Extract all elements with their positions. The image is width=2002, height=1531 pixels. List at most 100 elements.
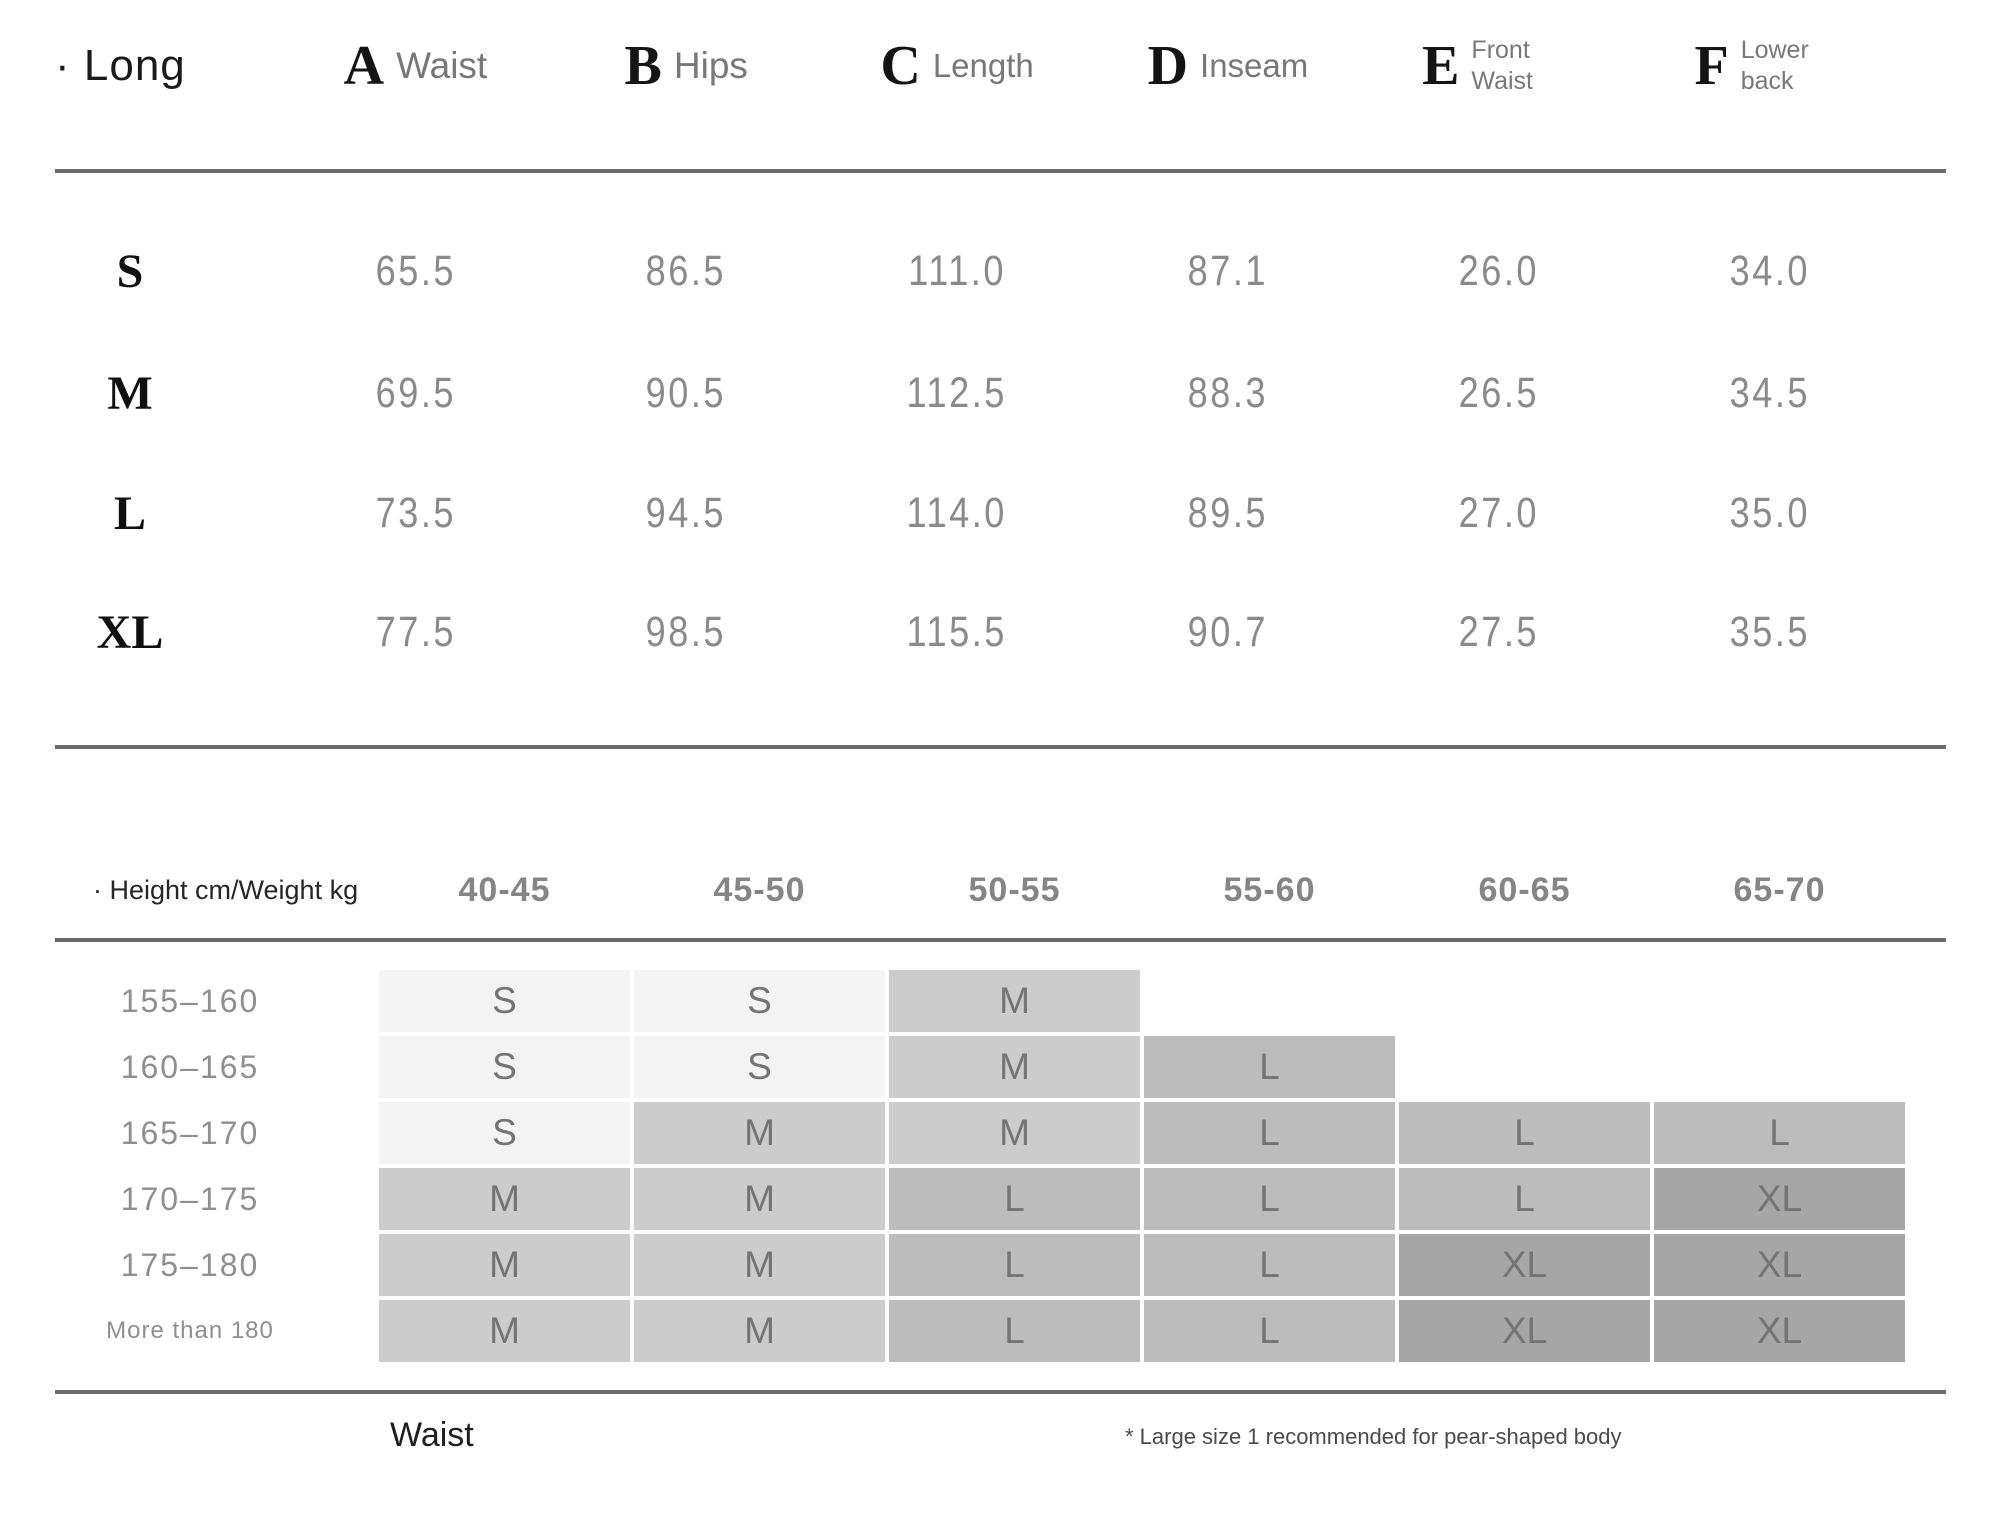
matrix-cell: M [634, 1234, 885, 1296]
matrix-cell: S [634, 970, 885, 1032]
measure-value: 98.5 [646, 607, 727, 656]
matrix-cell: M [634, 1168, 885, 1230]
measure-value: 27.5 [1458, 607, 1539, 656]
measure-value: 69.5 [375, 368, 456, 417]
matrix-cell: S [379, 1036, 630, 1098]
matrix-cell [1399, 1036, 1650, 1098]
weight-range-header: 50-55 [968, 870, 1061, 909]
matrix-cell [1654, 970, 1905, 1032]
matrix-row: 175–180 M M L L XL XL [55, 1234, 1905, 1296]
matrix-cell: M [889, 1036, 1140, 1098]
matrix-cell: L [1399, 1168, 1650, 1230]
height-range-label: 155–160 [120, 982, 260, 1019]
measure-value: 90.5 [646, 368, 727, 417]
matrix-cell: L [1144, 1300, 1395, 1362]
measure-value: 111.0 [908, 246, 1006, 295]
matrix-cell: L [889, 1300, 1140, 1362]
dimension-label-hips: Hips [673, 45, 748, 86]
height-range-label: 165–170 [120, 1114, 260, 1151]
measure-value: 26.0 [1458, 246, 1539, 295]
matrix-cell: S [634, 1036, 885, 1098]
weight-range-header: 65-70 [1733, 870, 1826, 909]
matrix-cell: L [1399, 1102, 1650, 1164]
matrix-cell: M [889, 970, 1140, 1032]
measure-value: 35.5 [1729, 607, 1810, 656]
measure-value: 34.5 [1729, 368, 1810, 417]
matrix-cell: M [379, 1300, 630, 1362]
column-header-waist: A Waist [280, 38, 551, 94]
matrix-cell: S [379, 1102, 630, 1164]
column-header-length: C Length [822, 38, 1093, 94]
dimension-label-inseam: Inseam [1200, 47, 1309, 84]
measure-value: 89.5 [1187, 488, 1269, 537]
dimension-letter-a: A [343, 35, 385, 97]
matrix-cell [1144, 970, 1395, 1032]
matrix-cell: L [1144, 1234, 1395, 1296]
matrix-row: 160–165 S S M L [55, 1036, 1905, 1098]
size-row-s: S 65.5 86.5 111.0 87.1 26.0 34.0 [55, 235, 1905, 307]
column-header-lower-back: F Lower back [1634, 35, 1905, 98]
dimension-letter-f: F [1694, 35, 1729, 97]
matrix-cell: M [634, 1300, 885, 1362]
measure-value: 112.5 [906, 368, 1008, 417]
measure-value: 87.1 [1187, 246, 1269, 295]
matrix-cell: L [1144, 1102, 1395, 1164]
size-label: XL [96, 605, 164, 659]
matrix-cell: XL [1654, 1300, 1905, 1362]
measure-value: 34.0 [1729, 246, 1810, 295]
measure-value: 35.0 [1729, 488, 1810, 537]
matrix-cell: M [379, 1168, 630, 1230]
weight-range-header: 40-45 [458, 870, 551, 909]
footer-measure-label: Waist [390, 1416, 474, 1454]
matrix-cell [1654, 1036, 1905, 1098]
height-range-label: 170–175 [120, 1180, 260, 1217]
measure-value: 27.0 [1458, 488, 1539, 537]
matrix-row: More than 180 M M L L XL XL [55, 1300, 1905, 1362]
matrix-cell: XL [1399, 1300, 1650, 1362]
column-header-hips: B Hips [551, 38, 822, 94]
dimension-label-front-waist: Front Waist [1471, 35, 1533, 95]
measure-value: 26.5 [1458, 368, 1539, 417]
column-header-inseam: D Inseam [1093, 38, 1364, 94]
matrix-axis-label: · Height cm/Weight kg [93, 874, 359, 905]
divider-matrix-header [55, 938, 1946, 942]
weight-range-header: 60-65 [1478, 870, 1571, 909]
matrix-cell: L [1144, 1036, 1395, 1098]
dimension-letter-c: C [880, 35, 921, 97]
matrix-header: · Height cm/Weight kg 40-45 45-50 50-55 … [55, 852, 1905, 928]
matrix-cell: L [889, 1168, 1140, 1230]
height-range-label: More than 180 [106, 1317, 274, 1344]
divider-top [55, 169, 1946, 173]
measure-value: 65.5 [375, 246, 456, 295]
size-label: L [113, 486, 146, 540]
matrix-cell: XL [1654, 1168, 1905, 1230]
size-table-header: · Long A Waist B Hips C Length D Inseam … [55, 18, 1905, 114]
size-label: S [116, 244, 144, 298]
divider-bottom [55, 1390, 1946, 1394]
measure-value: 114.0 [906, 488, 1008, 537]
matrix-cell: M [379, 1234, 630, 1296]
matrix-cell: L [889, 1234, 1140, 1296]
size-row-l: L 73.5 94.5 114.0 89.5 27.0 35.0 [55, 477, 1905, 549]
height-range-label: 175–180 [120, 1246, 260, 1283]
weight-range-header: 55-60 [1223, 870, 1316, 909]
matrix-row: 165–170 S M M L L L [55, 1102, 1905, 1164]
measure-value: 115.5 [906, 607, 1008, 656]
dimension-label-waist: Waist [396, 45, 488, 86]
matrix-cell: L [1654, 1102, 1905, 1164]
size-row-xl: XL 77.5 98.5 115.5 90.7 27.5 35.5 [55, 596, 1905, 668]
table-title: · Long [55, 41, 186, 90]
measure-value: 73.5 [375, 488, 456, 537]
matrix-row: 155–160 S S M [55, 970, 1905, 1032]
size-row-m: M 69.5 90.5 112.5 88.3 26.5 34.5 [55, 357, 1905, 429]
dimension-label-lower-back: Lower back [1740, 35, 1809, 95]
measure-value: 86.5 [646, 246, 727, 295]
dimension-label-length: Length [932, 47, 1034, 84]
dimension-letter-b: B [624, 35, 662, 97]
dimension-letter-d: D [1147, 35, 1189, 97]
size-label: M [107, 366, 153, 420]
weight-range-header: 45-50 [713, 870, 806, 909]
footer-note: * Large size 1 recommended for pear-shap… [1125, 1424, 1622, 1449]
measure-value: 90.7 [1187, 607, 1269, 656]
matrix-cell: S [379, 970, 630, 1032]
